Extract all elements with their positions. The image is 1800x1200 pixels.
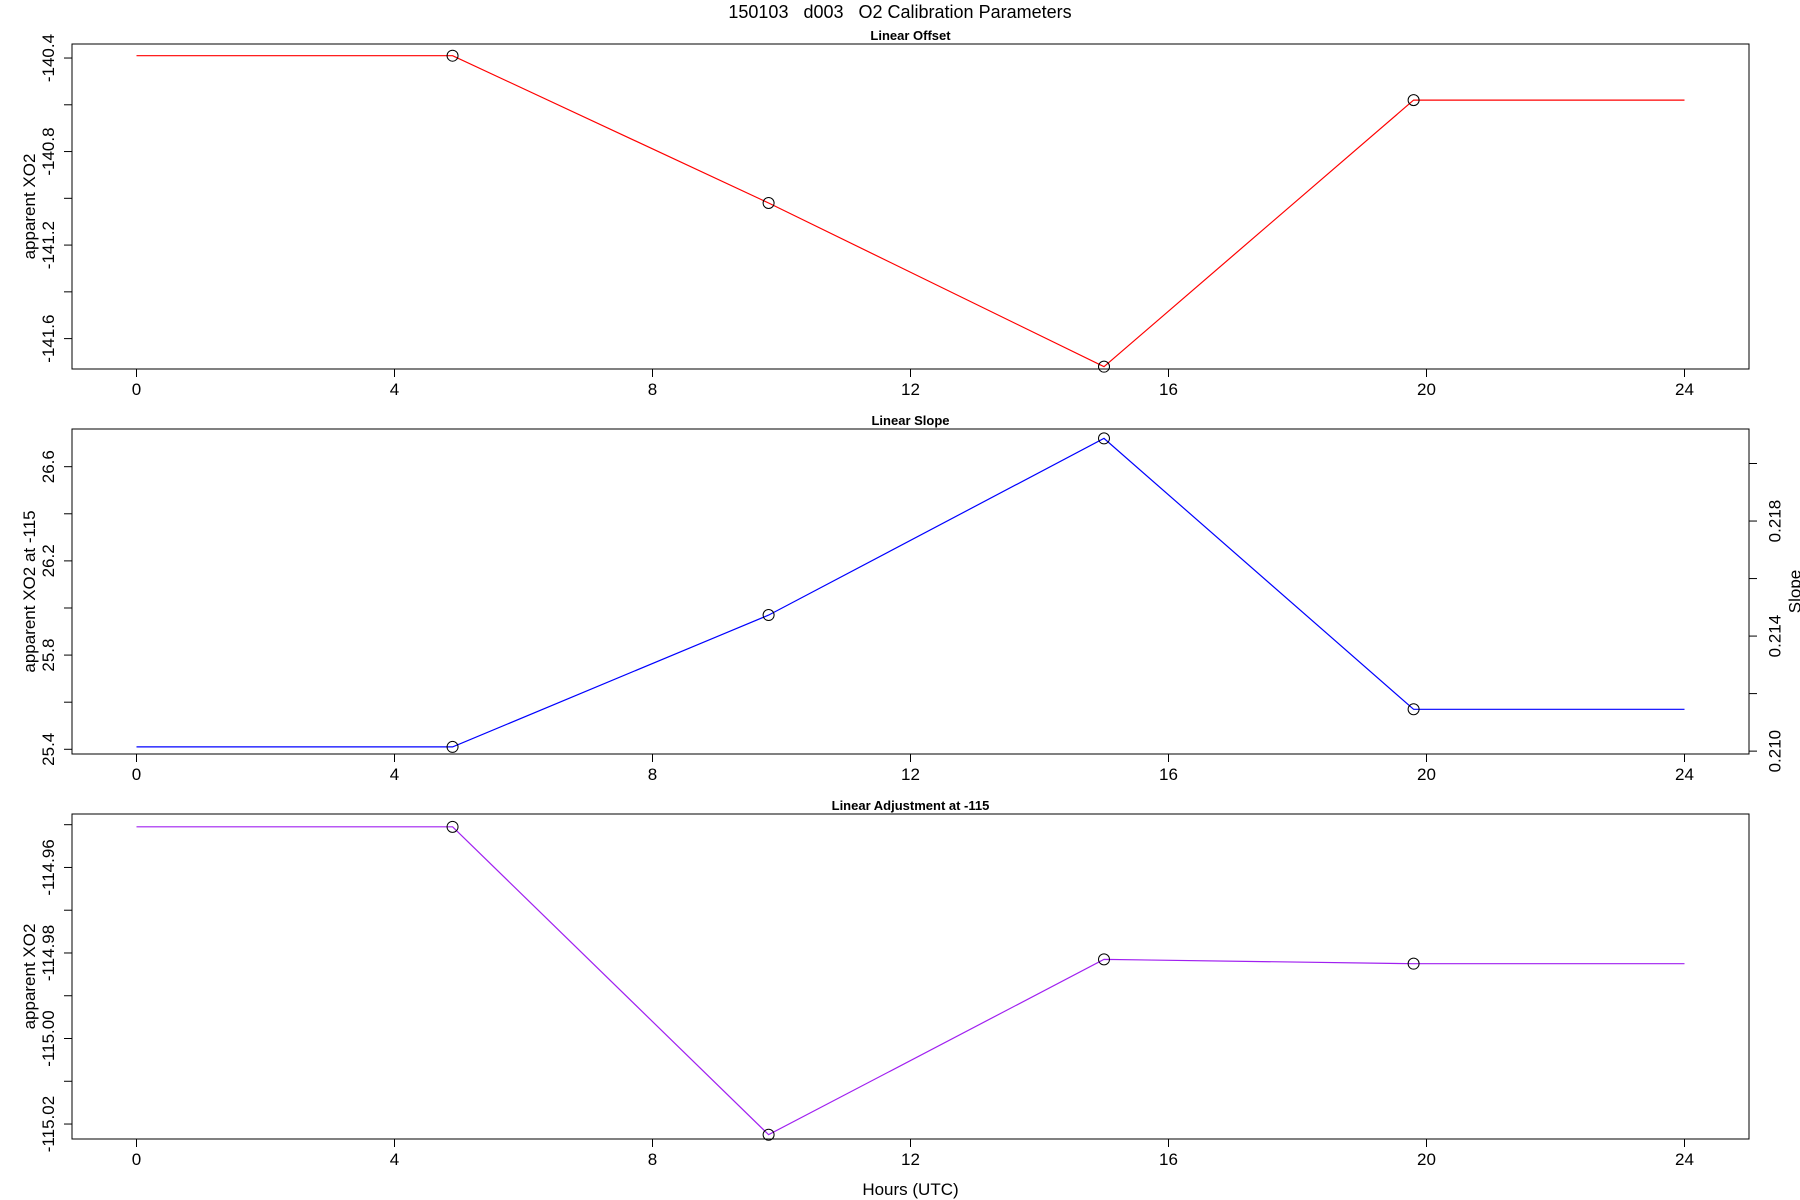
y-axis: -114.96 -114.98 -115.00 -115.02 <box>39 824 73 1152</box>
data-point <box>1407 94 1420 107</box>
data-point <box>446 820 459 833</box>
plot-frame <box>71 43 1750 370</box>
panel-title: Linear Adjustment at -115 <box>832 798 990 813</box>
x-tick-label: 4 <box>390 380 399 399</box>
series-line <box>136 437 1685 748</box>
y-axis-label: apparent XO2 at -115 <box>20 510 39 672</box>
x-tick-label: 8 <box>648 765 657 784</box>
x-axis: 0 4 8 12 16 20 24 <box>132 1138 1694 1169</box>
y2-axis: 0.210 0.214 0.218 <box>1748 463 1785 773</box>
y-tick-label: 25.8 <box>39 639 58 672</box>
x-tick-label: 20 <box>1417 1150 1436 1169</box>
y-tick-label: -141.2 <box>39 221 58 269</box>
chart-panel-3: Linear Adjustment at -115 0 4 8 12 16 20 24 Hour… <box>20 798 1750 1199</box>
y-axis: -140.4 -140.8 -141.2 -141.6 <box>39 34 73 363</box>
x-tick-label: 16 <box>1159 380 1178 399</box>
x-axis: 0 4 8 12 16 20 24 <box>132 753 1694 784</box>
x-tick-label: 8 <box>648 380 657 399</box>
plot-frame <box>71 813 1750 1140</box>
y-tick-label: -115.02 <box>39 1096 58 1152</box>
x-tick-label: 12 <box>901 765 920 784</box>
y-tick-label: 26.2 <box>39 544 58 577</box>
y2-tick-label: 0.210 <box>1766 730 1785 773</box>
x-tick-label: 24 <box>1675 380 1694 399</box>
series-line <box>136 55 1685 368</box>
plot-frame <box>71 428 1750 755</box>
x-tick-label: 24 <box>1675 765 1694 784</box>
y-tick-label: 26.6 <box>39 450 58 483</box>
x-tick-label: 20 <box>1417 380 1436 399</box>
x-tick-label: 4 <box>390 765 399 784</box>
x-tick-label: 0 <box>132 380 141 399</box>
x-axis: 0 4 8 12 16 20 24 <box>132 368 1694 399</box>
x-tick-label: 24 <box>1675 1150 1694 1169</box>
data-point <box>1098 432 1110 445</box>
series-line <box>136 826 1685 1136</box>
y-axis: 25.4 25.8 26.2 26.6 <box>39 450 73 766</box>
y-tick-label: -115.00 <box>39 1010 58 1066</box>
x-tick-label: 16 <box>1159 1150 1178 1169</box>
y2-axis-label: Slope <box>1786 570 1800 613</box>
x-tick-label: 8 <box>648 1150 657 1169</box>
panel-title: Linear Slope <box>871 413 949 428</box>
data-point <box>1098 953 1110 966</box>
y-tick-label: 25.4 <box>39 733 58 766</box>
x-tick-label: 0 <box>132 765 141 784</box>
figure-title: 150103 d003 O2 Calibration Parameters <box>728 2 1072 22</box>
data-point <box>446 740 459 753</box>
x-axis-label: Hours (UTC) <box>862 1180 958 1199</box>
y2-tick-label: 0.214 <box>1766 615 1785 658</box>
y-tick-label: -140.8 <box>39 127 58 175</box>
data-point <box>1407 957 1420 970</box>
y-tick-label: -140.4 <box>39 34 58 82</box>
x-tick-label: 20 <box>1417 765 1436 784</box>
data-point <box>1098 360 1110 373</box>
data-point <box>762 196 775 209</box>
y-axis-label: apparent XO2 <box>20 154 39 260</box>
x-tick-label: 4 <box>390 1150 399 1169</box>
x-tick-label: 12 <box>901 380 920 399</box>
y-axis-label: apparent XO2 <box>20 924 39 1030</box>
y2-tick-label: 0.218 <box>1766 500 1785 543</box>
y-tick-label: -114.98 <box>39 925 58 981</box>
data-point <box>762 1128 775 1141</box>
data-point <box>446 49 459 62</box>
data-point <box>762 609 775 622</box>
panel-title: Linear Offset <box>870 28 951 43</box>
data-point <box>1407 703 1420 716</box>
x-tick-label: 12 <box>901 1150 920 1169</box>
chart-panel-2: Linear Slope 0 4 8 12 16 20 24 25.4 25.8 26.2 26.6 a… <box>20 413 1800 784</box>
y-tick-label: -141.6 <box>39 315 58 363</box>
x-tick-label: 16 <box>1159 765 1178 784</box>
x-tick-label: 0 <box>132 1150 141 1169</box>
y-tick-label: -114.96 <box>39 839 58 895</box>
chart-panel-1: Linear Offset 0 4 8 12 16 20 24 -140.4 -140.8 -141… <box>20 28 1750 399</box>
